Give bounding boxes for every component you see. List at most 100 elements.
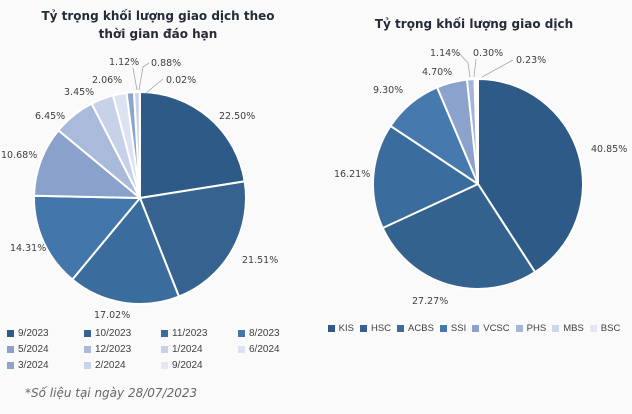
data-label-11/2023: 17.02% bbox=[94, 310, 130, 321]
pie-slice-10/2023 bbox=[139, 180, 247, 298]
data-label-3/2024: 1.12% bbox=[109, 57, 139, 68]
legend-marker-icon bbox=[161, 362, 168, 369]
legend-marker-icon bbox=[552, 325, 560, 332]
legend-label: 9/2023 bbox=[18, 328, 49, 339]
legend-label: 3/2024 bbox=[18, 360, 49, 371]
legend-marker-icon bbox=[472, 325, 480, 332]
pie-slice-9/2023 bbox=[139, 91, 246, 199]
legend-marker-icon bbox=[84, 362, 91, 369]
data-label-10/2023: 21.51% bbox=[242, 255, 278, 266]
legend-marker-icon bbox=[327, 325, 335, 332]
data-label-9/2023: 22.50% bbox=[219, 111, 255, 122]
legend-marker-icon bbox=[439, 325, 447, 332]
pie-slice-BSC bbox=[475, 77, 479, 185]
legend-marker-icon bbox=[359, 325, 367, 332]
legend-marker-icon bbox=[7, 346, 14, 353]
legend-marker-icon bbox=[84, 346, 91, 353]
data-label-MBS: 0.30% bbox=[473, 48, 503, 59]
legend-marker-icon bbox=[238, 330, 245, 337]
pie-slice-HSC bbox=[381, 183, 537, 290]
legend-item-3/2024: 3/2024 bbox=[7, 360, 84, 371]
legend-marker-icon bbox=[7, 362, 14, 369]
chart-brokers-title: Tỷ trọng khối lượng giao dịch bbox=[316, 15, 632, 33]
legend-item-10/2023: 10/2023 bbox=[84, 328, 161, 339]
pie-slice-ACBS bbox=[372, 124, 479, 229]
legend-label: SSI bbox=[450, 323, 467, 334]
legend-label: 6/2024 bbox=[249, 344, 280, 355]
legend-label: BSC bbox=[600, 323, 621, 334]
data-label-PHS: 1.14% bbox=[430, 48, 460, 59]
data-label-8/2023: 14.31% bbox=[10, 243, 46, 254]
pie-chart-1: 40.85% 27.27% 16.21% 9.30% 4.70% 1.14% 0.30% 0.… bbox=[334, 48, 627, 307]
legend-label: 9/2024 bbox=[172, 360, 203, 371]
legend-item-BSC: BSC bbox=[589, 323, 621, 334]
leader-line-MBS bbox=[473, 58, 477, 78]
data-label-6/2024: 2.06% bbox=[92, 75, 122, 86]
legend-item-ACBS: ACBS bbox=[397, 323, 434, 334]
leader-line-9/2024 bbox=[145, 78, 164, 94]
data-label-KIS: 40.85% bbox=[591, 144, 627, 155]
legend-label: 12/2023 bbox=[95, 344, 132, 355]
legend-label: 2/2024 bbox=[95, 360, 126, 371]
legend-1: KIS HSC ACBS SSI VCSC PHS MBS BSC bbox=[316, 323, 632, 334]
legend-label: 8/2023 bbox=[249, 328, 280, 339]
legend-item-MBS: MBS bbox=[552, 323, 584, 334]
data-label-HSC: 27.27% bbox=[412, 296, 448, 307]
chart-brokers: Tỷ trọng khối lượng giao dịch 40.85% 27.2… bbox=[316, 0, 632, 414]
legend-marker-icon bbox=[397, 325, 405, 332]
data-label-SSI: 9.30% bbox=[373, 85, 403, 96]
data-label-VCSC: 4.70% bbox=[422, 67, 452, 78]
legend-item-PHS: PHS bbox=[515, 323, 547, 334]
legend-marker-icon bbox=[515, 325, 523, 332]
legend-label: 11/2023 bbox=[172, 328, 208, 339]
legend-item-VCSC: VCSC bbox=[472, 323, 510, 334]
legend-label: HSC bbox=[370, 323, 392, 334]
legend-marker-icon bbox=[589, 325, 597, 332]
chart-maturity-title: Tỷ trọng khối lượng giao dịch theo thời … bbox=[0, 7, 316, 43]
legend-label: VCSC bbox=[483, 323, 510, 334]
legend-marker-icon bbox=[161, 330, 168, 337]
legend-marker-icon bbox=[161, 346, 168, 353]
legend-item-8/2023: 8/2023 bbox=[238, 328, 315, 339]
chart-maturity-title-line1: Tỷ trọng khối lượng giao dịch theo bbox=[41, 9, 275, 23]
chart-maturity-title-line2: thời gian đáo hạn bbox=[98, 27, 218, 41]
pie-chart-0: 22.50% 21.51% 17.02% 14.31% 10.68% 6.45% 3.45%… bbox=[1, 57, 278, 321]
legend-item-12/2023: 12/2023 bbox=[84, 344, 161, 355]
legend-label: ACBS bbox=[408, 323, 434, 334]
leader-line-3/2024 bbox=[132, 67, 138, 91]
legend-item-KIS: KIS bbox=[327, 323, 354, 334]
chart-brokers-title-line1: Tỷ trọng khối lượng giao dịch bbox=[374, 17, 574, 31]
data-label-1/2024: 3.45% bbox=[64, 87, 94, 98]
pie-slice-11/2023 bbox=[71, 197, 180, 305]
data-label-ACBS: 16.21% bbox=[334, 169, 370, 180]
legend-item-HSC: HSC bbox=[359, 323, 392, 334]
data-label-BSC: 0.23% bbox=[516, 55, 546, 66]
legend-0: 9/2023 10/2023 11/2023 8/2023 5/2024 12/2023 1… bbox=[7, 328, 315, 371]
footnote: *Số liệu tại ngày 28/07/2023 bbox=[25, 386, 198, 400]
legend-label: KIS bbox=[338, 323, 354, 334]
data-label-12/2023: 6.45% bbox=[35, 111, 65, 122]
legend-item-6/2024: 6/2024 bbox=[238, 344, 315, 355]
legend-label: 5/2024 bbox=[18, 344, 49, 355]
legend-label: PHS bbox=[526, 323, 547, 334]
chart-maturity: Tỷ trọng khối lượng giao dịch theo thời … bbox=[0, 7, 316, 400]
legend-item-11/2023: 11/2023 bbox=[161, 328, 238, 339]
leader-line-PHS bbox=[458, 52, 471, 78]
legend-item-SSI: SSI bbox=[439, 323, 467, 334]
legend-label: MBS bbox=[563, 323, 584, 334]
legend-item-5/2024: 5/2024 bbox=[7, 344, 84, 355]
legend-marker-icon bbox=[84, 330, 91, 337]
data-label-9/2024: 0.02% bbox=[166, 75, 196, 86]
leader-line-2/2024 bbox=[138, 62, 150, 91]
data-label-5/2024: 10.68% bbox=[1, 150, 37, 161]
legend-label: 1/2024 bbox=[172, 344, 203, 355]
legend-item-9/2023: 9/2023 bbox=[7, 328, 84, 339]
legend-label: 10/2023 bbox=[95, 328, 132, 339]
legend-marker-icon bbox=[7, 330, 14, 337]
legend-item-1/2024: 1/2024 bbox=[161, 344, 238, 355]
pie-slice-8/2023 bbox=[33, 194, 141, 281]
pie-slice-5/2024 bbox=[33, 129, 141, 199]
legend-item-9/2024: 9/2024 bbox=[161, 360, 238, 371]
leader-line-BSC bbox=[481, 59, 514, 78]
